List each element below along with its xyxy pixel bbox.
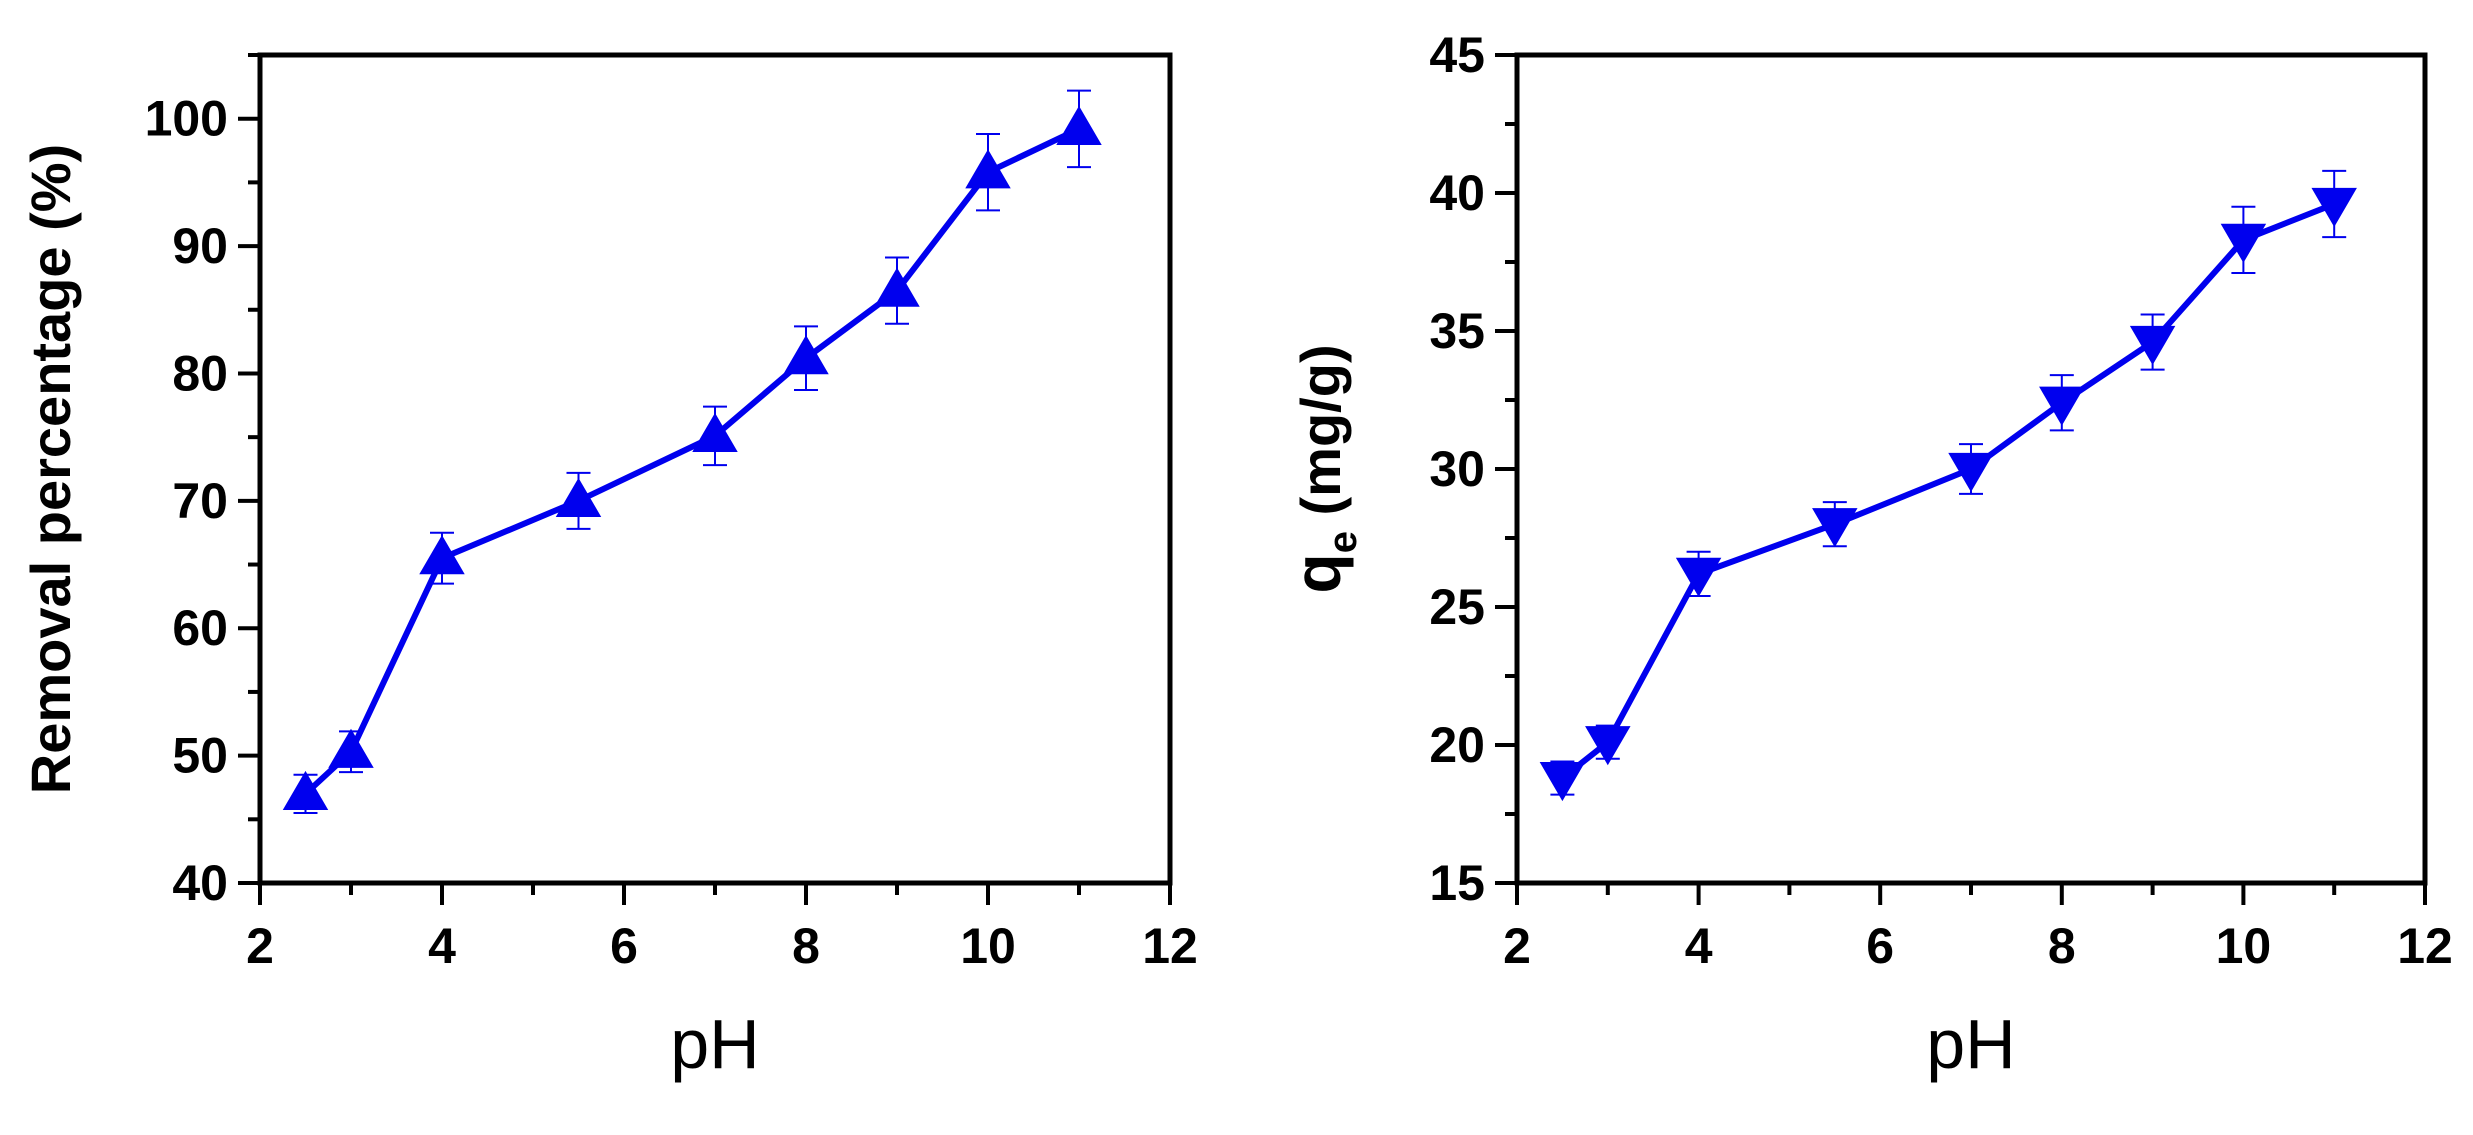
x-tick-label: 2 xyxy=(1503,918,1531,974)
data-point-marker xyxy=(965,149,1011,189)
data-point-marker xyxy=(692,412,738,452)
data-point-marker xyxy=(282,770,329,810)
data-point-marker xyxy=(419,535,465,575)
y-tick-label: 70 xyxy=(172,473,228,529)
data-point-marker xyxy=(2039,386,2085,426)
plot-frame xyxy=(257,52,1173,886)
y-tick-label: 25 xyxy=(1429,579,1485,635)
data-point-marker xyxy=(555,477,602,517)
x-tick-label: 6 xyxy=(1866,918,1894,974)
y-tick-label: 20 xyxy=(1429,717,1485,773)
data-point-marker xyxy=(1812,508,1858,548)
data-point-marker xyxy=(2311,187,2357,228)
x-tick-label: 8 xyxy=(2048,918,2076,974)
data-point-marker xyxy=(874,267,920,307)
data-point-marker xyxy=(1056,105,1102,146)
chart-panel-removal: 2 4 6 8 10 12 40 50 60 70 80 90 100 pH Removal percent… xyxy=(19,52,1198,1083)
x-tick-label: 10 xyxy=(2216,918,2272,974)
y-axis-title: Removal percentage (%) xyxy=(19,144,82,794)
y-axis-title: qe (mg/g) xyxy=(1280,344,1365,593)
y-tick-label: 40 xyxy=(172,855,228,911)
data-point-marker xyxy=(1539,762,1586,802)
x-tick-label: 12 xyxy=(2397,918,2453,974)
data-point-marker xyxy=(1675,557,1722,597)
series-line xyxy=(1560,201,2336,781)
y-tick-label: 35 xyxy=(1429,303,1485,359)
y-tick-label: 100 xyxy=(145,91,228,147)
data-point-marker xyxy=(328,728,374,768)
data-point-marker xyxy=(1948,452,1994,492)
x-tick-label: 6 xyxy=(610,918,638,974)
x-tick-label: 4 xyxy=(1685,918,1713,974)
y-tick-label: 60 xyxy=(172,600,228,656)
y-tick-label: 15 xyxy=(1429,855,1485,911)
y-tick-label: 30 xyxy=(1429,441,1485,497)
data-point-marker xyxy=(783,335,829,375)
chart-panel-qe: 2 4 6 8 10 12 15 20 25 30 35 40 45 pH qe (mg/g) xyxy=(1280,27,2453,1083)
y-tick-label: 80 xyxy=(172,345,228,401)
y-tick-label: 45 xyxy=(1429,27,1485,83)
y-axis-title-main: q xyxy=(1280,553,1354,593)
series-line xyxy=(303,126,1081,797)
y-axis-title-unit: (mg/g) xyxy=(1289,344,1352,531)
y-tick-label: 90 xyxy=(172,218,228,274)
x-tick-label: 10 xyxy=(960,918,1016,974)
x-axis-title: pH xyxy=(670,1005,759,1083)
data-point-marker xyxy=(2220,223,2267,263)
y-tick-label: 50 xyxy=(172,728,228,784)
y-axis-title-subscript: e xyxy=(1321,531,1365,553)
x-tick-label: 4 xyxy=(428,918,456,974)
x-axis-title: pH xyxy=(1926,1005,2015,1083)
y-tick-label: 40 xyxy=(1429,165,1485,221)
x-tick-label: 8 xyxy=(792,918,820,974)
data-point-marker xyxy=(1585,726,1631,766)
data-point-marker xyxy=(2129,325,2176,366)
x-tick-label: 2 xyxy=(246,918,274,974)
x-tick-label: 12 xyxy=(1142,918,1198,974)
